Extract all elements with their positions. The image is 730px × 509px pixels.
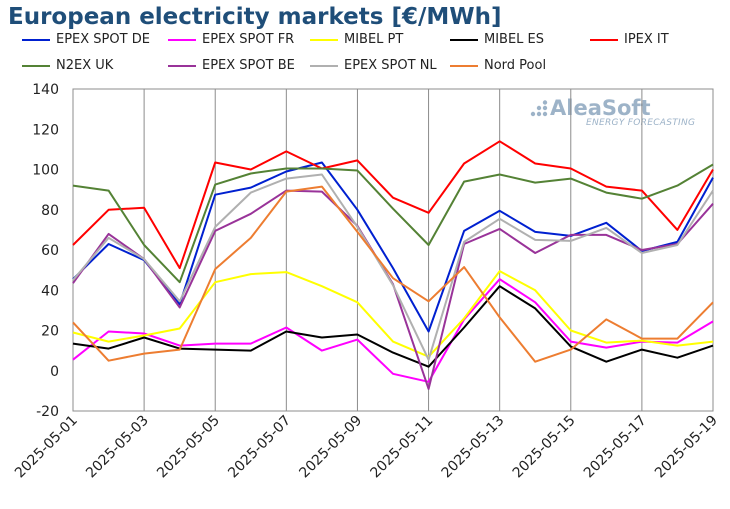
legend-swatch bbox=[22, 38, 50, 41]
legend-item: Nord Pool bbox=[450, 58, 546, 73]
legend-swatch bbox=[310, 38, 338, 41]
legend-label: EPEX SPOT NL bbox=[344, 58, 437, 73]
legend-label: EPEX SPOT FR bbox=[202, 32, 295, 47]
legend-item: N2EX UK bbox=[22, 58, 113, 73]
legend-label: N2EX UK bbox=[56, 58, 114, 73]
legend-swatch bbox=[450, 64, 478, 67]
aleasoft-logo: AleaSoft ENERGY FORECASTING bbox=[530, 96, 705, 132]
y-tick-label: 40 bbox=[41, 283, 59, 299]
x-tick-label: 2025-05-15 bbox=[510, 413, 579, 482]
y-tick-label: 100 bbox=[32, 163, 59, 179]
logo-dots-icon bbox=[530, 100, 548, 117]
legend-item: IPEX IT bbox=[590, 32, 669, 47]
legend-item: EPEX SPOT BE bbox=[168, 58, 295, 73]
x-tick-label: 2025-05-13 bbox=[439, 413, 508, 482]
x-tick-label: 2025-05-01 bbox=[12, 413, 81, 482]
series-line-epex-spot-fr bbox=[72, 278, 714, 383]
legend-label: MIBEL PT bbox=[344, 32, 404, 47]
x-tick-label: 2025-05-05 bbox=[154, 413, 223, 482]
legend-swatch bbox=[590, 38, 618, 41]
y-tick-label: -20 bbox=[36, 404, 59, 420]
y-tick-label: 140 bbox=[32, 82, 59, 98]
legend-swatch bbox=[310, 64, 338, 67]
legend-label: MIBEL ES bbox=[484, 32, 545, 47]
series-line-n2ex-uk bbox=[72, 163, 714, 284]
chart-title: European electricity markets [€/MWh] bbox=[8, 4, 502, 30]
y-tick-label: 80 bbox=[41, 203, 59, 219]
logo-tagline: ENERGY FORECASTING bbox=[586, 118, 696, 128]
legend-item: MIBEL ES bbox=[450, 32, 544, 47]
legend-swatch bbox=[22, 64, 50, 67]
legend-swatch bbox=[450, 38, 478, 41]
legend-item: EPEX SPOT DE bbox=[22, 32, 150, 47]
legend-label: Nord Pool bbox=[484, 58, 547, 73]
legend-swatch bbox=[168, 64, 196, 67]
series-line-mibel-es bbox=[72, 285, 714, 368]
series-line-nord-pool bbox=[72, 185, 714, 363]
x-tick-label: 2025-05-09 bbox=[296, 413, 365, 482]
legend-item: EPEX SPOT FR bbox=[168, 32, 294, 47]
series-line-epex-spot-nl bbox=[72, 173, 714, 361]
x-tick-label: 2025-05-07 bbox=[225, 413, 294, 482]
series-line-mibel-pt bbox=[72, 270, 714, 358]
y-tick-label: 20 bbox=[41, 324, 59, 340]
plot-area-border bbox=[72, 88, 714, 412]
x-tick-label: 2025-05-11 bbox=[368, 413, 437, 482]
legend-item: MIBEL PT bbox=[310, 32, 403, 47]
series-line-ipex-it bbox=[72, 140, 714, 270]
legend-label: IPEX IT bbox=[624, 32, 669, 47]
y-tick-label: 120 bbox=[32, 122, 59, 138]
legend-label: EPEX SPOT DE bbox=[56, 32, 150, 47]
series-line-epex-spot-de bbox=[72, 161, 714, 333]
logo-name: AleaSoft bbox=[550, 96, 651, 120]
legend-swatch bbox=[168, 38, 196, 41]
legend-label: EPEX SPOT BE bbox=[202, 58, 295, 73]
x-tick-label: 2025-05-03 bbox=[83, 413, 152, 482]
legend-item: EPEX SPOT NL bbox=[310, 58, 437, 73]
x-tick-label: 2025-05-17 bbox=[581, 413, 650, 482]
x-tick-label: 2025-05-19 bbox=[652, 413, 721, 482]
chart-legend: EPEX SPOT DE EPEX SPOT FR MIBEL PT MIBEL ES… bbox=[0, 0, 730, 90]
y-tick-label: 60 bbox=[41, 243, 59, 259]
y-tick-label: 0 bbox=[50, 364, 59, 380]
